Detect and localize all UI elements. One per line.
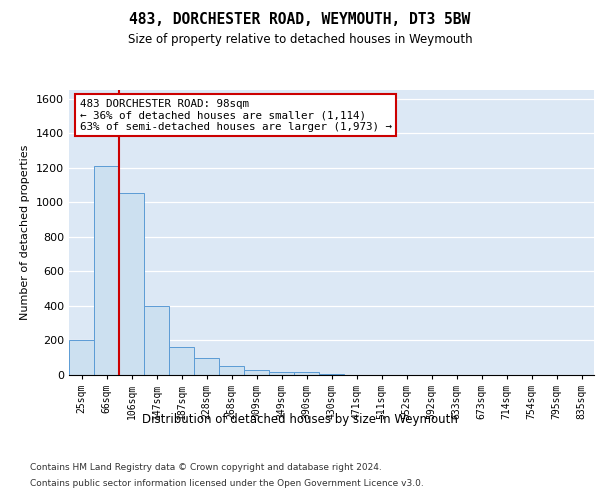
Bar [69,340,94,375]
Bar [119,193,144,375]
Bar [219,366,244,375]
Text: 483 DORCHESTER ROAD: 98sqm
← 36% of detached houses are smaller (1,114)
63% of s: 483 DORCHESTER ROAD: 98sqm ← 36% of deta… [79,98,392,132]
Text: 483, DORCHESTER ROAD, WEYMOUTH, DT3 5BW: 483, DORCHESTER ROAD, WEYMOUTH, DT3 5BW [130,12,470,28]
Bar [144,306,169,375]
Text: Contains public sector information licensed under the Open Government Licence v3: Contains public sector information licen… [30,479,424,488]
Bar [294,372,319,375]
Text: Size of property relative to detached houses in Weymouth: Size of property relative to detached ho… [128,32,472,46]
Text: Distribution of detached houses by size in Weymouth: Distribution of detached houses by size … [142,412,458,426]
Bar [269,372,294,375]
Bar [319,374,344,375]
Bar [94,166,119,375]
Text: Contains HM Land Registry data © Crown copyright and database right 2024.: Contains HM Land Registry data © Crown c… [30,462,382,471]
Y-axis label: Number of detached properties: Number of detached properties [20,145,31,320]
Bar [244,370,269,375]
Bar [169,348,194,375]
Bar [194,358,219,375]
